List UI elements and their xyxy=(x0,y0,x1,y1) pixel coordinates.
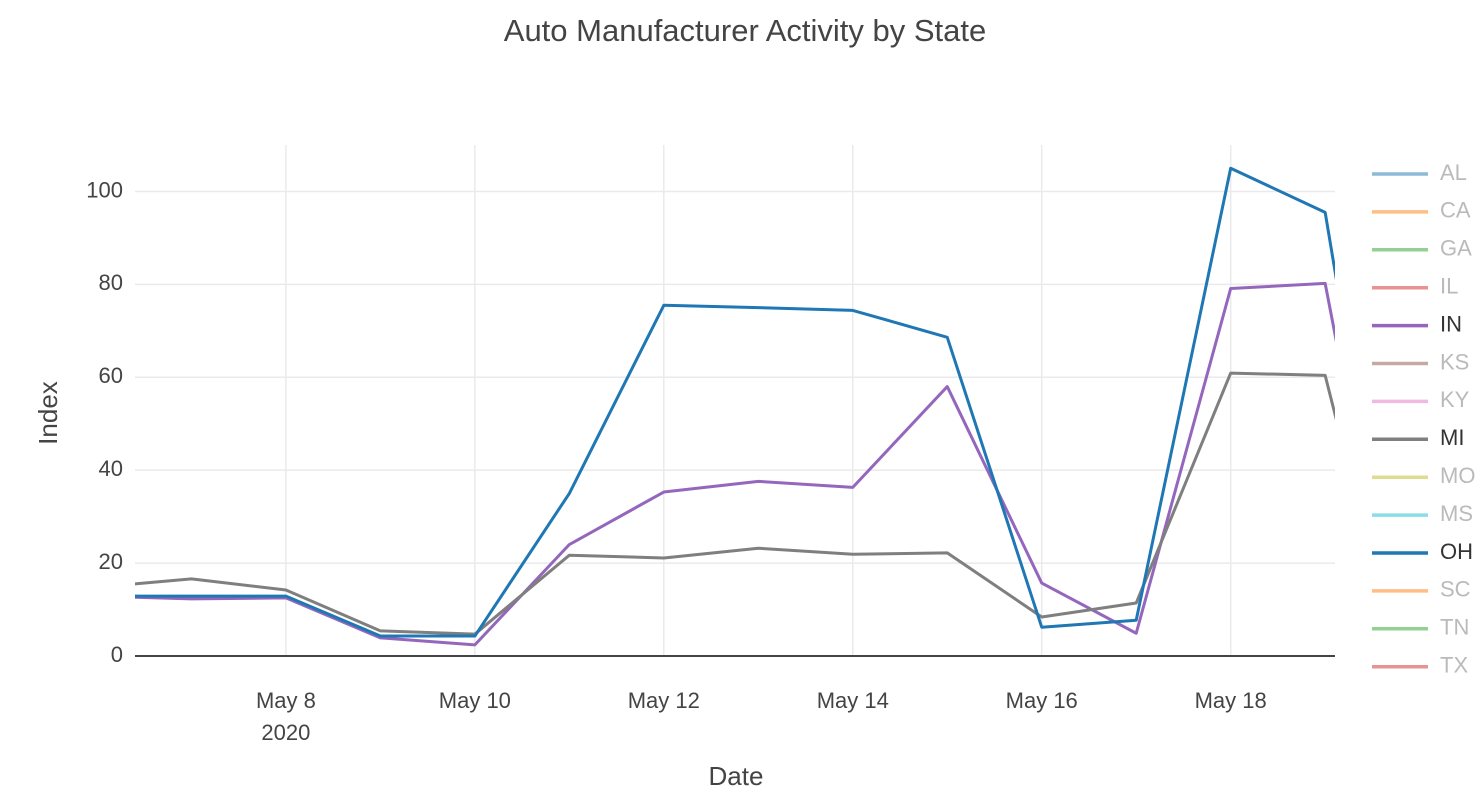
legend-label: SC xyxy=(1440,577,1471,602)
legend-item[interactable]: IN xyxy=(1372,311,1462,336)
plot-area xyxy=(135,166,1335,647)
legend-label: CA xyxy=(1440,198,1471,223)
legend-label: TN xyxy=(1440,615,1469,640)
legend-item[interactable]: KY xyxy=(1372,387,1470,412)
y-tick-label: 20 xyxy=(99,549,123,574)
legend-label: MO xyxy=(1440,463,1475,488)
y-tick-label: 60 xyxy=(99,363,123,388)
legend-label: GA xyxy=(1440,236,1472,261)
x-tick-label: May 10 xyxy=(439,688,511,713)
y-tick-label: 100 xyxy=(86,177,123,202)
x-tick-label: May 8 xyxy=(256,688,316,713)
legend-item[interactable]: MS xyxy=(1372,501,1473,526)
legend-label: AL xyxy=(1440,160,1467,185)
legend-item[interactable]: KS xyxy=(1372,349,1469,374)
y-axis-title: Index xyxy=(33,381,63,445)
legend: AL CA GA IL IN KS KY MI MO MS OH SC TN TX xyxy=(1372,160,1475,678)
legend-label: KS xyxy=(1440,349,1469,374)
legend-label: MS xyxy=(1440,501,1473,526)
legend-item[interactable]: OH xyxy=(1372,539,1473,564)
legend-label: KY xyxy=(1440,387,1470,412)
x-year-label: 2020 xyxy=(261,720,310,745)
legend-label: MI xyxy=(1440,425,1464,450)
chart-title: Auto Manufacturer Activity by State xyxy=(504,13,986,48)
grid: 0 20 40 60 80 100 May 8 2020 May 10 May 12 May 14 M… xyxy=(86,145,1335,745)
series-line xyxy=(135,281,1335,647)
legend-item[interactable]: MI xyxy=(1372,425,1464,450)
legend-item[interactable]: SC xyxy=(1372,577,1471,602)
legend-label: OH xyxy=(1440,539,1473,564)
x-tick-label: May 14 xyxy=(817,688,889,713)
y-tick-label: 0 xyxy=(111,642,123,667)
x-tick-label: May 16 xyxy=(1006,688,1078,713)
series-line xyxy=(135,166,1335,638)
legend-item[interactable]: TN xyxy=(1372,615,1469,640)
x-tick-label: May 12 xyxy=(628,688,700,713)
y-tick-label: 40 xyxy=(99,456,123,481)
legend-item[interactable]: AL xyxy=(1372,160,1467,185)
legend-label: IN xyxy=(1440,311,1462,336)
legend-label: TX xyxy=(1440,653,1468,678)
legend-item[interactable]: TX xyxy=(1372,653,1468,678)
legend-item[interactable]: IL xyxy=(1372,274,1458,299)
x-tick-label: May 18 xyxy=(1195,688,1267,713)
legend-label: IL xyxy=(1440,274,1458,299)
legend-item[interactable]: MO xyxy=(1372,463,1475,488)
series-line xyxy=(135,371,1335,636)
legend-item[interactable]: GA xyxy=(1372,236,1472,261)
x-axis-title: Date xyxy=(709,761,764,791)
legend-item[interactable]: CA xyxy=(1372,198,1471,223)
y-tick-label: 80 xyxy=(99,270,123,295)
